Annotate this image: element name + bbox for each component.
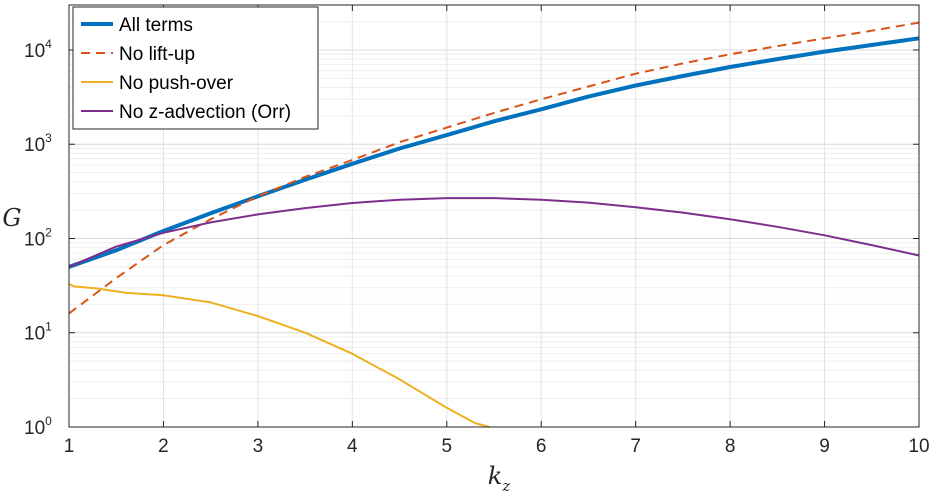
legend-label: No lift-up <box>119 44 195 65</box>
series-line-4 <box>68 197 920 268</box>
legend-label: No push-over <box>119 73 234 94</box>
legend-label: No z-advection (Orr) <box>119 102 291 123</box>
x-axis-label: kz <box>488 462 511 494</box>
x-tick-label: 8 <box>725 436 736 457</box>
plot-frame <box>68 4 920 428</box>
x-tick-label: 9 <box>819 436 830 457</box>
y-tick-label: 104 <box>24 37 52 62</box>
series-line-1 <box>68 36 920 269</box>
x-tick-label: 4 <box>347 436 358 457</box>
y-tick-label: 101 <box>24 320 52 345</box>
series-line-3 <box>68 283 490 428</box>
y-axis-label: G <box>2 204 21 232</box>
x-tick-label: 7 <box>630 436 641 457</box>
series-line-2 <box>68 21 920 315</box>
x-tick-label: 2 <box>158 436 169 457</box>
x-tick-label: 6 <box>536 436 547 457</box>
ticks: 1 2 3 4 5 6 7 8 9 10 100 101 102 103 104 <box>24 5 930 457</box>
y-tick-label: 103 <box>24 131 52 156</box>
y-tick-label: 102 <box>24 225 52 250</box>
x-tick-label: 5 <box>441 436 452 457</box>
x-tick-label: 10 <box>908 436 929 457</box>
x-tick-label: 1 <box>64 436 75 457</box>
legend-box <box>72 6 319 130</box>
legend-label: All terms <box>119 15 193 36</box>
legend: All terms No lift-up No push-over No z-adve… <box>72 6 319 130</box>
series-layer <box>68 21 920 428</box>
x-axis-label-main: k <box>488 462 503 490</box>
x-tick-label: 3 <box>253 436 264 457</box>
x-axis-label-sub: z <box>501 477 510 494</box>
y-tick-label: 100 <box>24 414 52 439</box>
